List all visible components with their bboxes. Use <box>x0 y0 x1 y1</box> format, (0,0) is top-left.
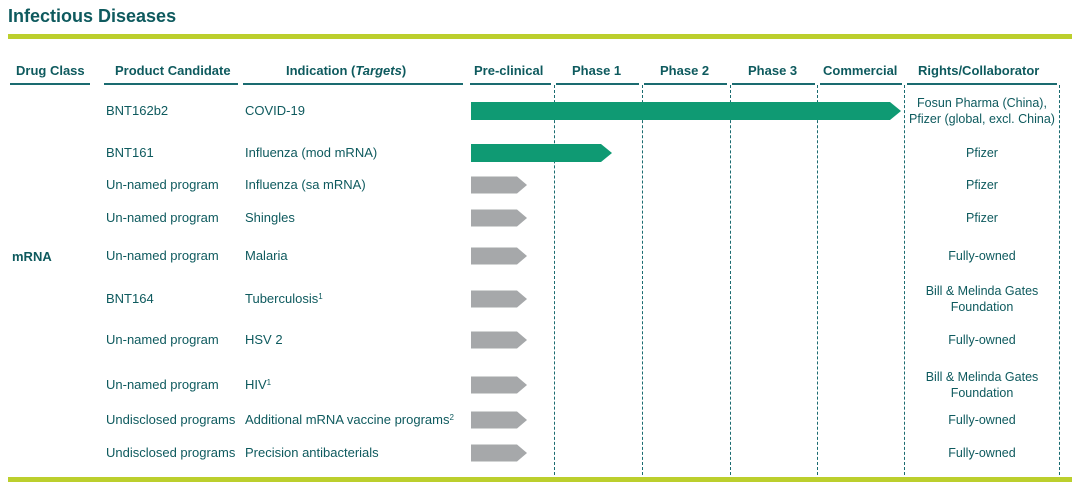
rights-line: Foundation <box>950 386 1014 400</box>
indication-text: Influenza (mod mRNA) <box>245 145 378 160</box>
rights-collaborator: Fully-owned <box>907 248 1057 264</box>
rights-collaborator: Pfizer <box>907 177 1057 193</box>
progress-arrow-preclinical <box>471 176 527 194</box>
header-indication-label: Indication <box>286 63 348 78</box>
stage-divider <box>554 85 555 475</box>
indication-text: Additional mRNA vaccine programs <box>245 412 450 427</box>
progress-arrow-preclinical <box>471 331 527 349</box>
rights-line: Fosun Pharma (China), <box>917 96 1047 110</box>
header-rights: Rights/Collaborator <box>918 63 1040 78</box>
header-phase3: Phase 3 <box>748 63 798 78</box>
indication-text: Malaria <box>245 248 288 263</box>
stage-divider <box>642 85 643 475</box>
header-underline <box>907 83 1057 85</box>
indication: Precision antibacterials <box>245 445 379 461</box>
stage-divider <box>817 85 818 475</box>
header-underline <box>243 83 463 85</box>
stage-divider <box>1059 85 1060 475</box>
rights-line: Fully-owned <box>948 446 1016 460</box>
stage-divider <box>730 85 731 475</box>
product-candidate: Un-named program <box>106 177 219 192</box>
footnote-marker: 2 <box>449 413 454 422</box>
indication: Tuberculosis1 <box>245 291 323 307</box>
indication: HIV1 <box>245 377 271 393</box>
progress-arrow-preclinical <box>471 376 527 394</box>
rights-line: Fully-owned <box>948 413 1016 427</box>
indication: Influenza (sa mRNA) <box>245 177 366 193</box>
drug-class-value: mRNA <box>12 249 52 264</box>
indication: Malaria <box>245 248 288 264</box>
header-drug-class: Drug Class <box>16 63 85 78</box>
progress-arrow-phase1 <box>471 144 612 162</box>
product-candidate: BNT161 <box>106 145 154 160</box>
header-indication-targets: Targets <box>355 63 402 78</box>
bottom-accent-bar <box>8 477 1072 482</box>
rights-collaborator: Fully-owned <box>907 445 1057 461</box>
progress-arrow-preclinical <box>471 290 527 308</box>
stage-divider <box>904 85 905 475</box>
progress-arrow-commercial <box>471 102 901 120</box>
rights-line: Pfizer <box>966 178 998 192</box>
header-phase1: Phase 1 <box>572 63 622 78</box>
rights-line: Pfizer (global, excl. China) <box>909 112 1055 126</box>
rights-collaborator: Bill & Melinda Gates Foundation <box>907 283 1057 315</box>
indication-text: Tuberculosis <box>245 291 319 306</box>
indication-text: COVID-19 <box>245 103 305 118</box>
rights-collaborator: Fully-owned <box>907 332 1057 348</box>
indication: COVID-19 <box>245 103 305 119</box>
rights-line: Bill & Melinda Gates <box>925 284 1039 298</box>
header-underline <box>732 83 815 85</box>
product-candidate: Un-named program <box>106 377 219 392</box>
product-candidate: Un-named program <box>106 248 219 263</box>
header-underline <box>470 83 551 85</box>
header-product-candidate: Product Candidate <box>115 63 231 78</box>
progress-arrow-preclinical <box>471 411 527 429</box>
header-underline <box>820 83 902 85</box>
indication-text: Precision antibacterials <box>245 445 379 460</box>
header-underline <box>10 83 90 85</box>
indication: HSV 2 <box>245 332 283 348</box>
rights-line: Pfizer <box>966 146 998 160</box>
rights-collaborator: Fully-owned <box>907 412 1057 428</box>
indication: Shingles <box>245 210 295 226</box>
header-indication: Indication (Targets) <box>286 63 407 78</box>
progress-arrow-preclinical <box>471 444 527 462</box>
product-candidate: BNT162b2 <box>106 103 169 118</box>
product-candidate: Un-named program <box>106 210 219 225</box>
rights-collaborator: Bill & Melinda Gates Foundation <box>907 369 1057 401</box>
header-underline <box>104 83 238 85</box>
product-candidate: BNT164 <box>106 291 154 306</box>
rights-line: Pfizer <box>966 211 998 225</box>
indication-text: HSV 2 <box>245 332 283 347</box>
indication-text: Influenza (sa mRNA) <box>245 177 366 192</box>
rights-collaborator: Pfizer <box>907 145 1057 161</box>
top-accent-bar <box>8 34 1072 39</box>
product-candidate: Un-named program <box>106 332 219 347</box>
header-underline <box>556 83 639 85</box>
page-title: Infectious Diseases <box>8 6 177 26</box>
rights-collaborator: Pfizer <box>907 210 1057 226</box>
header-commercial: Commercial <box>823 63 898 78</box>
product-candidate: Undisclosed programs <box>106 412 236 427</box>
indication: Additional mRNA vaccine programs2 <box>245 412 454 428</box>
indication-text: Shingles <box>245 210 295 225</box>
rights-line: Bill & Melinda Gates <box>925 370 1039 384</box>
indication-text: HIV <box>245 377 267 392</box>
rights-line: Fully-owned <box>948 333 1016 347</box>
product-candidate: Undisclosed programs <box>106 445 236 460</box>
footnote-marker: 1 <box>266 378 272 387</box>
progress-arrow-preclinical <box>471 247 527 265</box>
indication: Influenza (mod mRNA) <box>245 145 377 161</box>
header-preclinical: Pre-clinical <box>474 63 544 78</box>
rights-line: Fully-owned <box>948 249 1016 263</box>
rights-collaborator: Fosun Pharma (China), Pfizer (global, exc… <box>907 95 1057 127</box>
header-phase2: Phase 2 <box>660 63 710 78</box>
header-underline <box>644 83 727 85</box>
rights-line: Foundation <box>950 300 1014 314</box>
footnote-marker: 1 <box>318 292 323 301</box>
progress-arrow-preclinical <box>471 209 527 227</box>
